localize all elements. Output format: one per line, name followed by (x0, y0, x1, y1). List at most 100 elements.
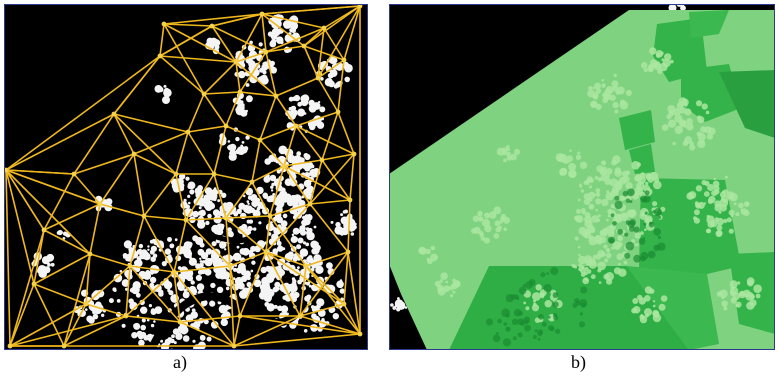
dark-speckle (622, 190, 629, 197)
dark-speckle (512, 336, 517, 341)
graph-edge (265, 27, 325, 53)
light-speckle (684, 103, 688, 107)
light-speckle (695, 202, 702, 209)
white-speckle (308, 284, 312, 288)
white-speckle (313, 225, 317, 229)
graph-edge (63, 315, 127, 347)
white-speckle (163, 278, 169, 284)
light-speckle (597, 177, 602, 182)
graph-node (237, 313, 243, 319)
white-speckle (179, 173, 186, 180)
white-speckle (163, 88, 172, 98)
white-speckle (138, 333, 144, 340)
dark-speckle (625, 220, 631, 225)
light-speckle (617, 235, 623, 241)
light-speckle (634, 232, 641, 239)
light-speckle (729, 280, 738, 289)
white-speckle (339, 279, 343, 282)
white-speckle (147, 245, 150, 248)
dark-speckle (534, 329, 538, 333)
light-speckle (615, 244, 620, 249)
white-speckle (290, 171, 294, 175)
light-speckle (749, 293, 755, 300)
panel-frame (4, 4, 368, 350)
light-speckle (577, 151, 581, 155)
light-speckle (613, 73, 617, 78)
light-speckle (610, 204, 615, 209)
white-speckle (216, 286, 224, 293)
dark-speckle (614, 200, 623, 210)
light-speckle (525, 306, 530, 311)
graph-node (301, 43, 307, 49)
light-speckle (612, 85, 619, 92)
graph-edge (113, 113, 177, 175)
graph-node (201, 91, 207, 97)
light-speckle (597, 214, 601, 218)
graph-edge (159, 23, 165, 57)
graph-node (341, 57, 347, 63)
white-speckle (158, 291, 164, 297)
white-speckle (250, 269, 254, 273)
light-speckle (589, 226, 596, 234)
light-speckle (722, 189, 729, 196)
light-speckle (481, 218, 491, 227)
light-speckle (544, 300, 552, 308)
graph-edge (63, 303, 87, 347)
white-speckle (225, 286, 230, 291)
graph-edge (9, 303, 87, 347)
white-speckle (314, 244, 321, 252)
white-speckle (177, 266, 182, 270)
graph-edge (309, 199, 351, 205)
light-speckle (449, 285, 454, 291)
white-speckle (262, 62, 266, 66)
graph-edge (213, 173, 253, 183)
graph-node (249, 179, 255, 185)
light-speckle (583, 198, 591, 205)
white-speckle (320, 77, 324, 81)
light-speckle (689, 144, 696, 151)
white-speckle (211, 224, 220, 233)
white-speckle (199, 257, 202, 260)
white-speckle (292, 200, 299, 207)
light-speckle (652, 201, 658, 207)
white-speckle (264, 301, 270, 307)
graph-edge (309, 153, 355, 205)
graph-edge (99, 203, 145, 217)
light-speckle (607, 208, 613, 215)
dark-speckle (624, 232, 629, 237)
light-speckle (618, 176, 627, 185)
white-speckle (340, 213, 344, 217)
light-speckle (434, 280, 441, 287)
dark-speckle (540, 272, 546, 278)
graph-edge (317, 27, 325, 79)
white-speckle (141, 318, 146, 323)
white-speckle (289, 178, 298, 187)
graph-node (351, 151, 357, 157)
white-speckle (211, 188, 219, 196)
white-speckle (342, 210, 347, 214)
light-speckle (696, 115, 702, 120)
region-map (389, 4, 775, 350)
graph-edge (225, 217, 231, 267)
light-speckle (638, 297, 646, 305)
graph-edge (317, 59, 345, 79)
graph-edge (347, 199, 351, 253)
white-speckle (212, 43, 216, 47)
light-speckle (568, 169, 577, 178)
light-speckle (574, 236, 579, 241)
graph-nodes (4, 4, 363, 349)
light-speckle (427, 258, 433, 265)
graph-edge (129, 265, 181, 323)
light-speckle (616, 253, 624, 261)
light-speckle (607, 214, 611, 218)
light-speckle (693, 209, 700, 216)
light-speckle (611, 159, 618, 166)
white-speckle (303, 179, 312, 188)
white-speckle (47, 263, 51, 267)
white-speckle (128, 247, 134, 252)
dark-speckle (485, 318, 493, 326)
white-speckle (278, 145, 288, 155)
light-speckle (658, 303, 666, 311)
white-speckle (274, 281, 281, 288)
graph-edge (265, 51, 277, 97)
